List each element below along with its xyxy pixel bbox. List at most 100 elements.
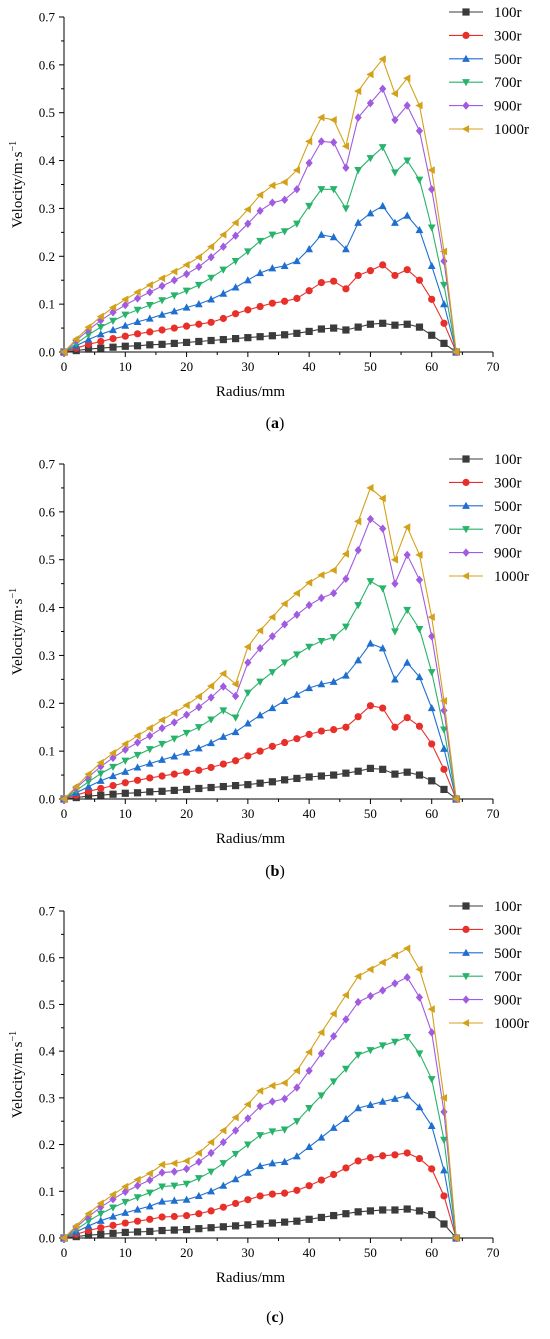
legend-marker-700r — [462, 79, 470, 87]
data-point-900r — [330, 138, 338, 147]
data-point-1000r — [305, 1048, 313, 1056]
data-point-300r — [342, 285, 350, 293]
data-point-500r — [354, 1104, 363, 1112]
y-tick-label: 0.6 — [39, 57, 56, 72]
data-point-1000r — [329, 1009, 337, 1018]
data-point-500r — [145, 314, 154, 322]
x-tick-label: 20 — [180, 359, 193, 374]
data-point-700r — [280, 1126, 289, 1134]
data-point-300r — [354, 271, 362, 280]
data-point-700r — [329, 186, 338, 194]
data-point-1000r — [256, 191, 264, 199]
data-point-300r — [170, 770, 178, 778]
data-point-500r — [427, 261, 436, 269]
data-point-900r — [195, 702, 203, 712]
data-point-500r — [207, 295, 215, 303]
data-point-700r — [440, 281, 448, 290]
data-point-1000r — [145, 724, 153, 733]
x-tick-label: 30 — [241, 1245, 254, 1260]
data-point-300r — [232, 1199, 240, 1208]
data-point-1000r — [84, 323, 92, 332]
data-point-1000r — [182, 261, 190, 269]
data-point-100r — [207, 783, 215, 792]
data-point-900r — [182, 269, 191, 279]
data-point-500r — [317, 680, 326, 688]
data-point-1000r — [292, 1066, 300, 1075]
legend-label-700r: 700r — [494, 75, 522, 91]
data-point-100r — [403, 768, 411, 776]
data-point-500r — [378, 1097, 387, 1105]
data-point-1000r — [84, 1209, 92, 1218]
data-point-1000r — [341, 550, 350, 558]
data-point-500r — [243, 719, 252, 727]
series-line-700r — [63, 146, 457, 353]
legend-marker-300r — [462, 31, 470, 39]
data-point-300r — [97, 1224, 105, 1232]
data-point-100r — [330, 771, 338, 779]
data-point-100r — [244, 334, 252, 342]
data-point-700r — [280, 659, 289, 667]
data-point-700r — [182, 729, 191, 738]
panel-caption-letter: a — [271, 415, 279, 432]
data-point-700r — [219, 1160, 228, 1168]
legend-label-700r: 700r — [494, 522, 522, 538]
data-point-700r — [391, 1038, 399, 1046]
data-point-300r — [97, 337, 105, 346]
data-point-900r — [256, 206, 264, 216]
data-point-1000r — [108, 749, 117, 757]
data-point-900r — [391, 979, 399, 988]
data-point-300r — [207, 318, 215, 326]
data-point-300r — [293, 1186, 301, 1194]
data-point-900r — [268, 1097, 276, 1106]
data-point-300r — [244, 306, 252, 314]
data-point-700r — [219, 266, 228, 274]
data-point-1000r — [354, 87, 362, 96]
data-point-300r — [281, 297, 289, 305]
data-point-1000r — [317, 113, 325, 122]
data-point-300r — [293, 294, 301, 302]
data-point-900r — [170, 276, 178, 285]
data-point-1000r — [390, 555, 399, 564]
data-point-700r — [145, 302, 154, 310]
data-point-100r — [146, 788, 154, 796]
panel-caption: (a) — [266, 415, 285, 432]
data-point-700r — [133, 306, 142, 314]
data-point-1000r — [206, 682, 215, 690]
data-point-500r — [415, 225, 424, 234]
data-point-300r — [428, 1165, 436, 1173]
data-point-900r — [342, 163, 350, 172]
y-tick-label: 0.0 — [39, 792, 55, 807]
data-point-1000r — [231, 680, 239, 689]
data-point-500r — [305, 683, 314, 692]
y-axis-label: Velocity/m·s−1 — [8, 588, 26, 675]
y-tick-label: 0.0 — [39, 345, 55, 360]
data-point-700r — [158, 1183, 166, 1191]
legend-label-100r: 100r — [494, 5, 522, 21]
data-point-300r — [109, 335, 117, 343]
data-point-900r — [366, 98, 375, 108]
data-point-1000r — [292, 589, 300, 598]
data-point-900r — [403, 101, 411, 110]
data-point-700r — [145, 746, 154, 754]
data-point-500r — [366, 639, 375, 647]
data-point-300r — [330, 726, 338, 734]
data-point-1000r — [108, 303, 117, 312]
data-point-900r — [305, 600, 313, 610]
data-point-300r — [207, 1207, 215, 1215]
data-point-700r — [268, 669, 277, 677]
series-line-700r — [63, 580, 457, 800]
data-point-300r — [109, 1221, 117, 1229]
y-tick-label: 0.5 — [39, 105, 55, 120]
x-tick-label: 10 — [119, 359, 132, 374]
legend-marker-700r — [462, 973, 470, 981]
data-point-700r — [403, 1034, 412, 1042]
data-point-1000r — [243, 205, 251, 214]
data-point-900r — [305, 158, 313, 168]
data-point-900r — [391, 579, 399, 588]
x-tick-label: 0 — [61, 1245, 68, 1260]
data-point-1000r — [206, 1138, 215, 1147]
data-point-900r — [268, 632, 276, 641]
data-point-500r — [440, 1166, 448, 1174]
data-point-1000r — [219, 669, 227, 678]
data-point-300r — [244, 752, 252, 760]
